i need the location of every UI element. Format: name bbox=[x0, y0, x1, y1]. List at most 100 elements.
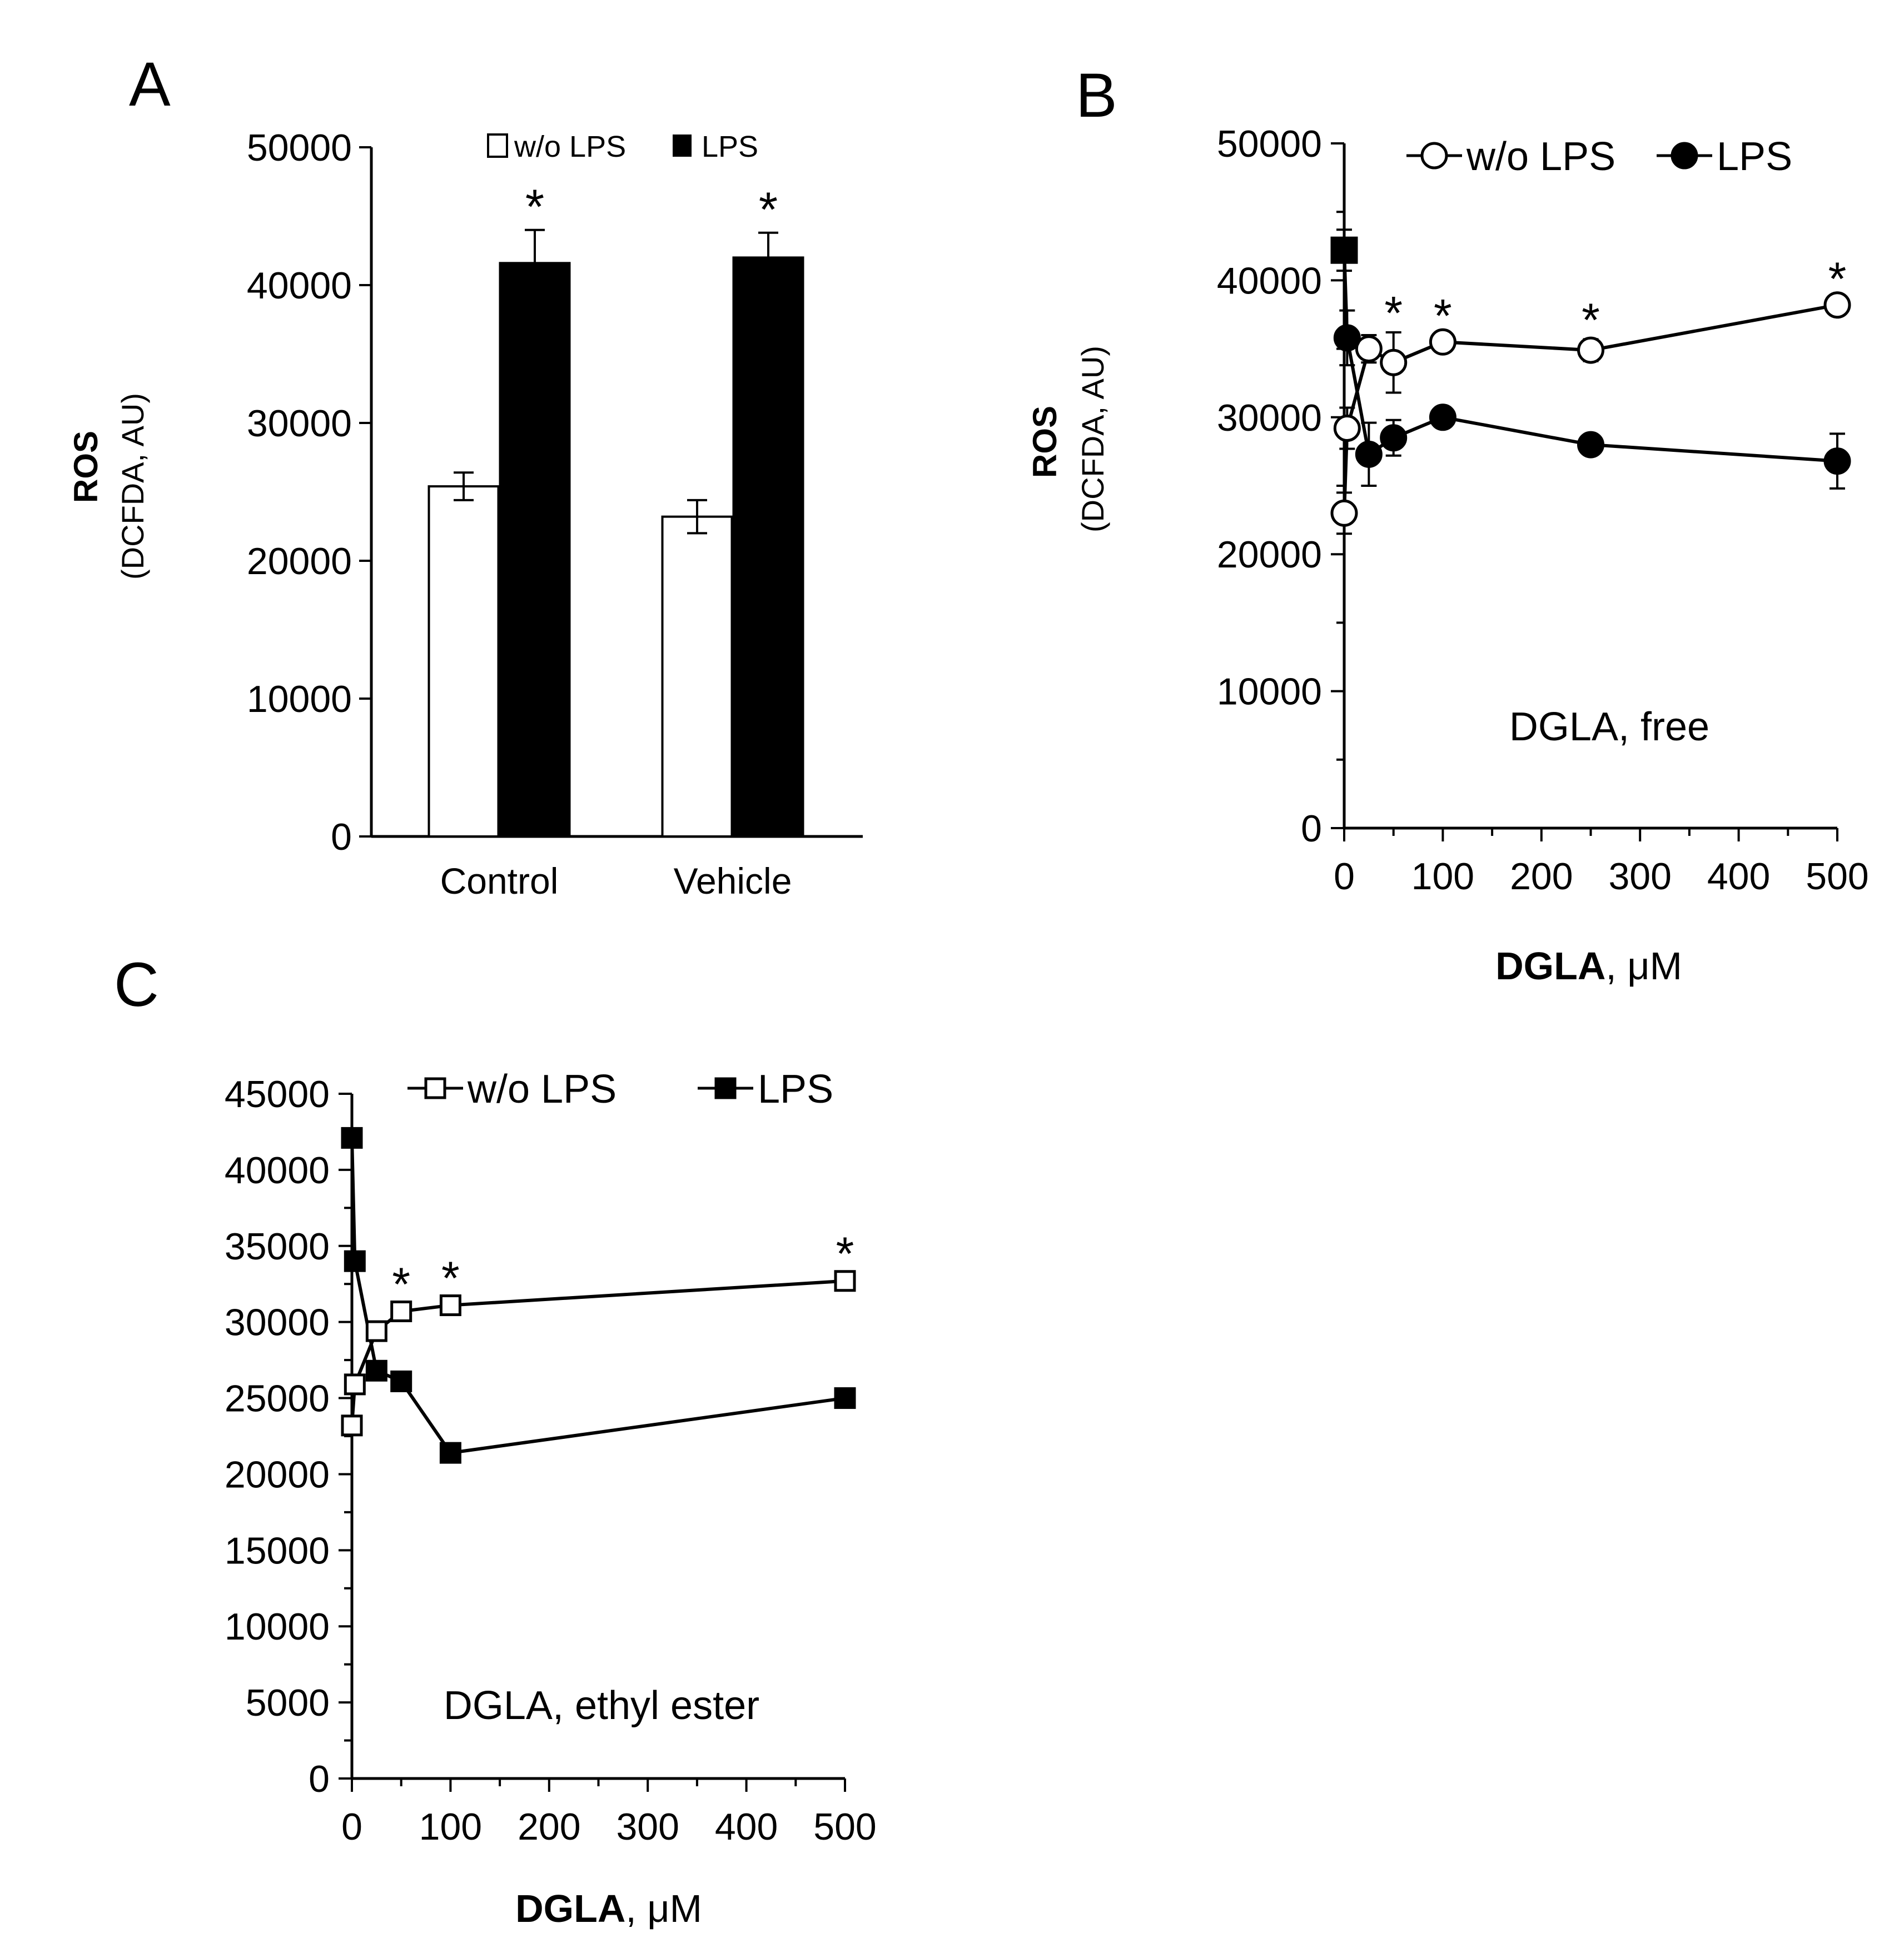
x-axis-title-bold: DGLA bbox=[1495, 944, 1605, 988]
data-point bbox=[1823, 291, 1851, 319]
data-point bbox=[390, 1370, 412, 1392]
y-tick-label: 20000 bbox=[247, 540, 352, 582]
series-line bbox=[1345, 337, 1838, 463]
legend-marker bbox=[1420, 142, 1448, 170]
x-tick-label: 200 bbox=[1510, 855, 1573, 898]
x-tick-label: 400 bbox=[1707, 855, 1770, 898]
legend-swatch-lps bbox=[673, 134, 692, 157]
x-category-label: Vehicle bbox=[674, 860, 792, 901]
x-tick-label: 500 bbox=[1806, 855, 1868, 898]
legend-marker bbox=[1671, 142, 1698, 170]
y-tick-label: 30000 bbox=[225, 1302, 330, 1344]
significance-star: * bbox=[759, 182, 778, 237]
legend-label-wo-lps: w/o LPS bbox=[514, 130, 626, 163]
y-tick-label: 10000 bbox=[1217, 671, 1322, 713]
y-tick-label: 50000 bbox=[247, 127, 352, 169]
y-tick-label: 0 bbox=[1301, 808, 1322, 850]
legend-label: LPS bbox=[1717, 134, 1792, 179]
data-point bbox=[439, 1294, 461, 1317]
y-tick-label: 20000 bbox=[1217, 534, 1322, 576]
x-axis-title-bold: DGLA bbox=[515, 1887, 625, 1930]
data-point bbox=[1355, 440, 1383, 468]
y-tick-label: 15000 bbox=[225, 1530, 330, 1572]
y-tick-label: 30000 bbox=[247, 402, 352, 445]
y-tick-label: 30000 bbox=[1217, 397, 1322, 439]
legend-marker bbox=[714, 1077, 737, 1099]
data-point bbox=[365, 1359, 387, 1382]
data-point bbox=[1333, 415, 1361, 442]
data-point bbox=[344, 1250, 366, 1272]
significance-star: * bbox=[1384, 287, 1403, 339]
panel-annotation: DGLA, ethyl ester bbox=[444, 1683, 759, 1728]
bar bbox=[732, 256, 804, 838]
y-tick-label: 10000 bbox=[225, 1606, 330, 1648]
x-tick-label: 400 bbox=[715, 1806, 778, 1848]
y-tick-label: 0 bbox=[309, 1758, 330, 1800]
y-axis-title: ROS bbox=[67, 431, 105, 503]
data-point bbox=[1380, 424, 1408, 452]
y-tick-label: 40000 bbox=[225, 1149, 330, 1192]
x-tick-label: 100 bbox=[1411, 855, 1474, 898]
y-tick-label: 35000 bbox=[225, 1225, 330, 1268]
data-point bbox=[344, 1373, 366, 1396]
y-tick-label: 20000 bbox=[225, 1453, 330, 1496]
significance-star: * bbox=[1828, 252, 1847, 305]
data-point bbox=[439, 1442, 461, 1464]
data-point bbox=[1429, 328, 1456, 356]
data-point bbox=[1333, 324, 1361, 352]
legend-label: w/o LPS bbox=[1466, 134, 1615, 179]
bar bbox=[499, 262, 571, 838]
x-tick-label: 100 bbox=[419, 1806, 482, 1848]
legend-swatch-wo-lps bbox=[487, 133, 508, 158]
y-tick-label: 45000 bbox=[225, 1073, 330, 1115]
x-axis-title: DGLA, μM bbox=[1495, 944, 1682, 988]
y-tick-label: 25000 bbox=[225, 1378, 330, 1420]
x-tick-label: 0 bbox=[1334, 855, 1355, 898]
y-axis-subtitle: (DCFDA, AU) bbox=[115, 393, 150, 580]
y-tick-label: 50000 bbox=[1217, 123, 1322, 165]
significance-star: * bbox=[836, 1228, 854, 1280]
y-axis-subtitle: (DCFDA, AU) bbox=[1075, 346, 1110, 532]
y-tick-label: 0 bbox=[331, 816, 352, 858]
x-tick-label: 200 bbox=[518, 1806, 580, 1848]
y-tick-label: 10000 bbox=[247, 678, 352, 720]
data-point bbox=[1823, 447, 1851, 475]
data-point bbox=[341, 1414, 363, 1437]
data-point bbox=[1429, 403, 1456, 431]
series-line bbox=[353, 1261, 846, 1455]
y-tick-label: 40000 bbox=[247, 265, 352, 307]
panel-annotation: DGLA, free bbox=[1509, 705, 1709, 749]
data-point-extra bbox=[1330, 236, 1358, 264]
data-point bbox=[1330, 499, 1358, 527]
data-point bbox=[365, 1320, 387, 1342]
legend-marker bbox=[424, 1077, 446, 1099]
significance-star: * bbox=[441, 1252, 460, 1304]
data-point bbox=[1355, 335, 1383, 363]
x-axis-title: DGLA, μM bbox=[515, 1887, 702, 1930]
y-tick-label: 40000 bbox=[1217, 260, 1322, 302]
x-tick-label: 300 bbox=[616, 1806, 679, 1848]
data-point bbox=[1577, 431, 1604, 459]
bar bbox=[661, 515, 733, 838]
significance-star: * bbox=[1582, 293, 1600, 346]
significance-star: * bbox=[1434, 290, 1452, 342]
data-point bbox=[1577, 336, 1604, 364]
series-line bbox=[350, 1279, 846, 1426]
legend-label: LPS bbox=[758, 1067, 833, 1112]
data-point-extra bbox=[341, 1127, 363, 1149]
legend-label-lps: LPS bbox=[702, 130, 758, 163]
x-category-label: Control bbox=[440, 860, 559, 901]
y-tick-label: 5000 bbox=[246, 1682, 330, 1724]
panel-c: C 0 5000 10000 15000 20000 25000 30000 35000 4000… bbox=[114, 950, 877, 1930]
y-axis-title: ROS bbox=[1026, 406, 1063, 478]
bar bbox=[427, 485, 500, 838]
x-tick-label: 500 bbox=[813, 1806, 876, 1848]
x-axis-title-unit: , μM bbox=[1605, 944, 1682, 988]
panel-letter-c: C bbox=[114, 950, 159, 1019]
panel-letter-b: B bbox=[1076, 61, 1117, 130]
panel-letter-a: A bbox=[129, 49, 171, 119]
legend-label: w/o LPS bbox=[467, 1067, 617, 1112]
